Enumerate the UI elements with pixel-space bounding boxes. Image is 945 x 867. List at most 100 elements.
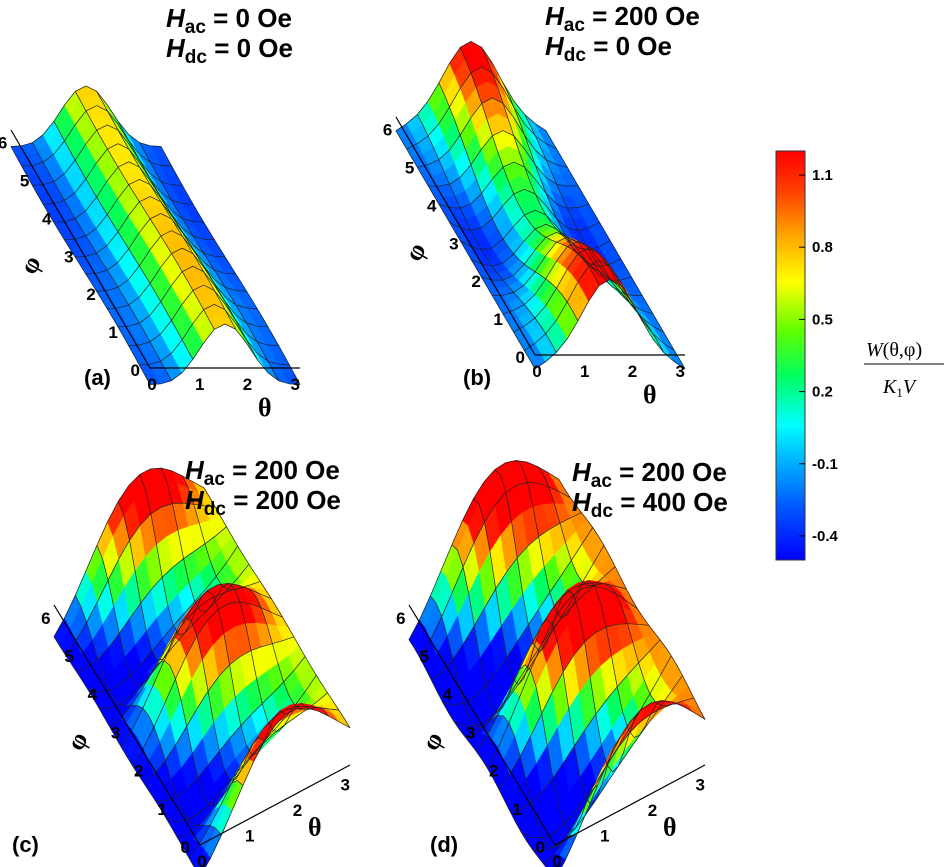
grid-line-theta (96, 91, 237, 330)
colorbar-tick-label: 1.1 (812, 167, 833, 184)
phi-axis-line (395, 116, 536, 356)
theta-tick-label: 3 (675, 362, 684, 381)
grid-line-theta (32, 142, 172, 381)
grid-line-phi (481, 232, 632, 281)
grid-line-phi (408, 460, 560, 640)
grid-line-phi (121, 583, 272, 748)
phi-axis-line (10, 129, 151, 369)
grid-line-phi (532, 675, 683, 852)
phi-tick-label: 4 (42, 210, 52, 229)
grid-line-theta (537, 466, 684, 707)
grid-line-theta (160, 146, 301, 385)
grid-line-theta (473, 498, 620, 806)
grid-line-phi (75, 196, 226, 258)
grid-line-theta (459, 47, 600, 286)
phi-tick-label: 6 (396, 609, 405, 628)
grid-line-phi (96, 230, 247, 292)
grid-line-phi (10, 85, 162, 147)
phi-axis-label: φ (416, 727, 449, 756)
theta-tick-label: 2 (293, 801, 302, 820)
panel-label: (c) (12, 832, 39, 857)
grid-line-phi (117, 265, 268, 328)
panel-title-hdc: Hdc = 200 Oe (185, 485, 341, 520)
grid-line-phi (149, 323, 301, 385)
grid-line-phi (395, 40, 547, 131)
grid-line-phi (417, 97, 568, 168)
theta-axis-label: θ (308, 812, 322, 841)
theta-axis-label: θ (258, 393, 272, 422)
grid-line-phi (21, 105, 172, 167)
grid-line-phi (449, 188, 600, 231)
surface-mesh (53, 467, 351, 867)
phi-axis-label: φ (14, 250, 47, 279)
phi-axis-line (408, 604, 556, 846)
grid-line-phi (139, 304, 290, 366)
grid-line-phi (107, 247, 258, 310)
colorbar-tick-label: 0.8 (812, 239, 833, 256)
grid-line-phi (502, 240, 654, 315)
grid-line-phi (431, 512, 582, 681)
panel-title-hac: Hac = 200 Oe (545, 1, 700, 36)
phi-tick-label: 2 (86, 285, 95, 304)
phi-axis-label: φ (61, 727, 94, 756)
phi-axis-label: φ (399, 237, 432, 266)
grid-line-phi (470, 223, 621, 267)
phi-tick-label: 1 (157, 800, 166, 819)
grid-line-phi (438, 161, 589, 209)
colorbar-tick-label: -0.4 (812, 528, 839, 545)
phi-tick-label: 3 (466, 723, 475, 742)
surface-cell (687, 705, 706, 721)
phi-tick-label: 6 (0, 134, 7, 153)
phi-tick-label: 3 (111, 723, 120, 742)
theta-tick-label: 1 (580, 362, 589, 381)
theta-tick-label: 3 (340, 776, 349, 795)
grid-line-phi (543, 697, 694, 865)
surface-mesh (395, 40, 686, 370)
theta-tick-label: 0 (147, 375, 156, 394)
grid-line-phi (64, 179, 215, 241)
grid-line-phi (498, 623, 649, 790)
grid-line-theta (430, 595, 577, 848)
grid-line-phi (205, 707, 351, 867)
grid-line-phi (109, 581, 261, 728)
grid-line-phi (166, 675, 317, 822)
colorbar-label: W(θ,φ) K1V (864, 339, 944, 400)
panel-title-hac: Hac = 200 Oe (572, 457, 727, 492)
phi-tick-label: 3 (449, 234, 458, 253)
grid-line-phi (521, 655, 672, 839)
phi-tick-label: 4 (88, 685, 98, 704)
grid-line-theta (10, 146, 151, 385)
phi-tick-label: 4 (443, 685, 453, 704)
phi-tick-label: 6 (41, 609, 50, 628)
grid-line-phi (460, 209, 611, 251)
phi-tick-label: 2 (134, 762, 143, 781)
grid-line-phi (510, 639, 661, 812)
theta-axis-line (554, 764, 706, 846)
theta-tick-label: 1 (245, 827, 254, 846)
phi-tick-label: 1 (108, 323, 117, 342)
grid-line-phi (87, 545, 238, 693)
phi-tick-label: 5 (20, 172, 29, 191)
panel-label: (a) (84, 365, 111, 390)
grid-line-theta (395, 130, 536, 369)
grid-line-theta (494, 469, 641, 773)
grid-line-theta (408, 639, 547, 867)
grid-line-phi (465, 566, 616, 738)
grid-line-phi (85, 213, 236, 275)
phi-tick-label: 0 (181, 838, 190, 857)
grid-line-phi (513, 247, 664, 333)
theta-tick-label: 1 (195, 375, 204, 394)
grid-line-phi (128, 284, 279, 346)
colorbar-label-denominator: K1V (882, 376, 918, 400)
grid-line-theta (74, 91, 215, 330)
theta-tick-label: 2 (243, 375, 252, 394)
panel-title-hac: Hac = 0 Oe (166, 3, 292, 38)
theta-axis-label: θ (643, 380, 657, 409)
phi-tick-label: 5 (405, 159, 414, 178)
theta-tick-label: 2 (628, 362, 637, 381)
grid-line-phi (188, 705, 339, 858)
grid-line-phi (98, 563, 250, 709)
